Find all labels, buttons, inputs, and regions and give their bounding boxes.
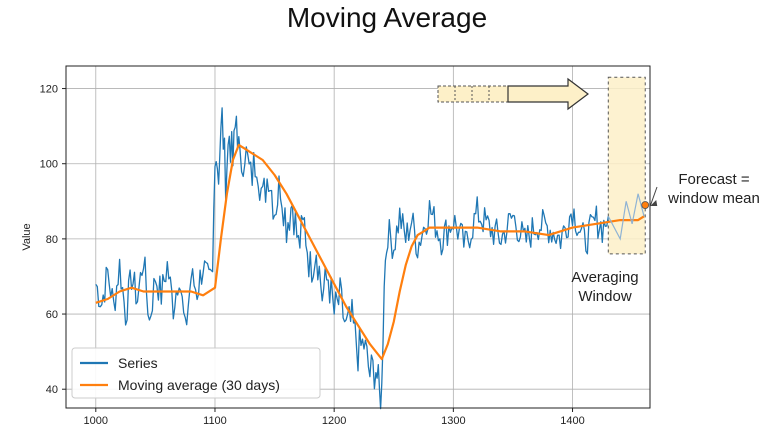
forecast-pointer-head [650,200,658,207]
forecast-annotation-line: Forecast = [678,171,750,188]
averaging-window-annotation: Averaging Window [560,268,650,306]
window-shift-arrow [437,77,658,207]
forecast-point [641,201,650,209]
x-tick-label-1400: 1400 [560,415,584,427]
forecast-pointer [649,186,658,207]
y-tick-label-80: 80 [46,234,58,246]
averaging-window-annotation-line: Averaging [571,269,639,286]
series-line-moving-average [95,143,645,361]
forecast-annotation: Forecast = window mean [654,170,774,208]
plot-frame [65,65,651,409]
x-tick-label-1200: 1200 [322,415,346,427]
y-tick-label-60: 60 [46,309,58,321]
x-tick-label-1000: 1000 [84,415,108,427]
averaging-window [607,76,646,255]
arrow-trail [437,85,509,103]
y-tick-label-100: 100 [40,159,58,171]
axes: 1000 1100 1200 1300 1400 40 60 80 100 120 Value [21,65,651,427]
legend-label-1: Moving average (30 days) [118,377,280,393]
legend-box [71,347,321,399]
averaging-window-annotation-line: Window [578,288,632,305]
averaging-window-layer [607,76,646,255]
y-tick-label-120: 120 [40,84,58,96]
legend: Series Moving average (30 days) [71,347,321,399]
forecast-annotation-line: window mean [668,190,760,207]
legend-label-0: Series [118,355,158,371]
y-axis-label: Value [21,223,33,250]
series-faded-window [607,193,645,241]
y-tick-label-40: 40 [46,384,58,396]
x-tick-label-1300: 1300 [441,415,465,427]
x-tick-label-1100: 1100 [203,415,227,427]
series-lines [95,107,650,410]
arrow-head [507,77,589,111]
chart-title: Moving Average [286,2,488,33]
